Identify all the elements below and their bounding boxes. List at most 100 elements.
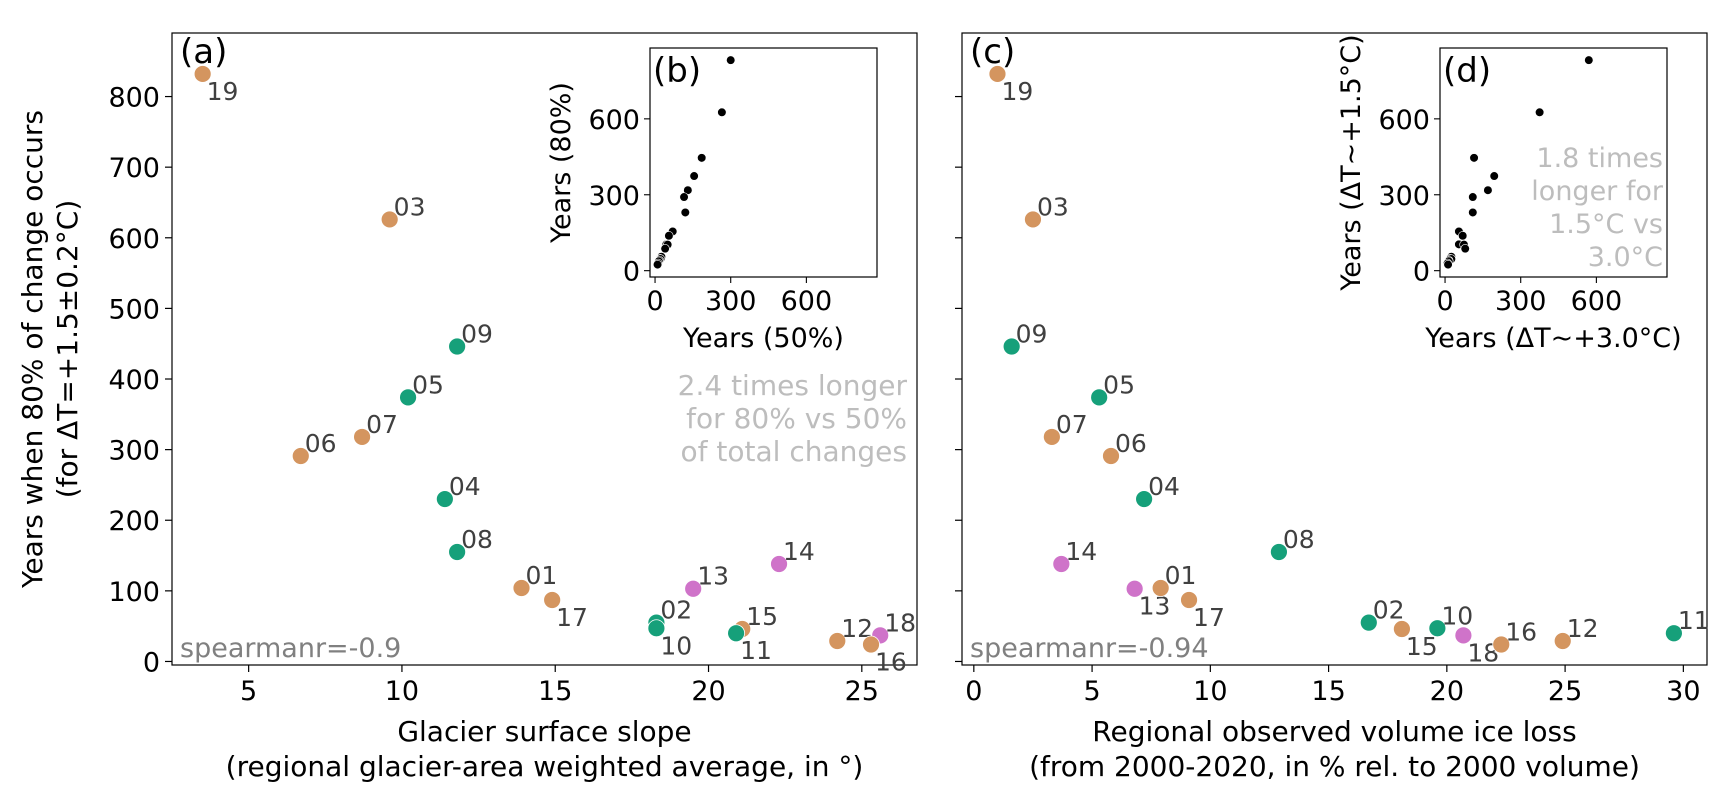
point-label-13: 13 — [697, 562, 729, 591]
point-region-07 — [353, 428, 371, 446]
inset-annotation-text: 3.0°C — [1588, 242, 1663, 273]
inset-point — [1489, 171, 1499, 181]
y-tick-label: 400 — [108, 365, 160, 396]
x-tick-label: 25 — [1548, 676, 1582, 707]
y-tick-label: 300 — [108, 436, 160, 467]
inset-annotation-text: 1.8 times — [1536, 143, 1663, 174]
inset-annotation-text: longer for — [1531, 176, 1664, 207]
inset-panel-label: (b) — [653, 51, 701, 91]
inset-d: 0 300 600 0 300 600 (d) Years (ΔT~+3.0°C) Years … — [1336, 34, 1682, 354]
point-label-07: 07 — [1056, 410, 1088, 439]
point-region-16 — [1492, 635, 1511, 654]
spearman-stat: spearmanr=-0.94 — [970, 633, 1209, 664]
x-tick-label: 30 — [1666, 676, 1700, 707]
x-tick-label: 20 — [691, 676, 725, 707]
point-region-09 — [448, 337, 467, 356]
y-tick-label: 100 — [108, 577, 160, 608]
point-label-19: 19 — [207, 77, 239, 106]
point-label-09: 09 — [1016, 320, 1048, 349]
inset-b: 0 300 600 0 300 600 (b) Years (50%) Years (80%) — [546, 47, 878, 354]
point-label-01: 01 — [526, 561, 558, 590]
x-tick-label: 10 — [1193, 676, 1227, 707]
point-region-13 — [1125, 579, 1144, 598]
x-tick-label: 15 — [1311, 676, 1345, 707]
point-region-03 — [1024, 210, 1042, 229]
point-region-10 — [647, 619, 666, 638]
point-label-03: 03 — [394, 192, 426, 221]
point-region-04 — [435, 490, 454, 508]
inset-point — [1458, 231, 1468, 241]
inset-point — [1468, 207, 1478, 218]
x-tick-label: 10 — [385, 676, 419, 707]
x-tick-label: 5 — [240, 676, 257, 707]
point-label-05: 05 — [1103, 370, 1135, 399]
y-axis-label-sub: (for ΔT=+1.5±0.2°C) — [51, 200, 84, 499]
point-label-10: 10 — [1441, 601, 1473, 630]
inset-point — [717, 107, 727, 117]
x-tick-label: 0 — [965, 676, 982, 707]
inset-point — [726, 55, 736, 65]
point-region-12 — [828, 632, 847, 650]
point-region-05 — [399, 388, 417, 407]
inset-point — [680, 207, 690, 218]
y-tick-label: 800 — [108, 83, 160, 114]
point-label-19: 19 — [1001, 77, 1033, 106]
point-label-14: 14 — [1065, 537, 1097, 566]
inset-x-tick-label: 0 — [1436, 286, 1453, 317]
annotation-text: 2.4 times longer — [678, 369, 908, 402]
point-label-03: 03 — [1037, 192, 1069, 221]
inset-x-tick-label: 300 — [705, 286, 757, 317]
point-region-11 — [727, 624, 746, 643]
inset-point — [697, 153, 707, 163]
annotation-text: of total changes — [681, 435, 907, 468]
x-tick-label: 5 — [1083, 676, 1100, 707]
inset-panel-label: (d) — [1443, 51, 1491, 91]
inset-y-axis-label: Years (ΔT~+1.5°C) — [1336, 34, 1367, 291]
inset-point — [1468, 192, 1478, 202]
point-label-17: 17 — [1193, 603, 1225, 632]
point-region-18 — [1454, 626, 1473, 645]
point-label-11: 11 — [1678, 606, 1710, 635]
inset-x-tick-label: 600 — [781, 286, 833, 317]
x-axis-label: Regional observed volume ice loss — [1092, 715, 1576, 748]
point-label-08: 08 — [1283, 525, 1315, 554]
inset-point — [1460, 244, 1470, 254]
inset-point — [664, 231, 674, 241]
inset-x-axis-label: Years (ΔT~+3.0°C) — [1424, 323, 1681, 354]
inset-x-tick-label: 300 — [1495, 286, 1547, 317]
point-region-12 — [1553, 632, 1572, 650]
point-region-09 — [1002, 337, 1021, 356]
inset-point — [689, 171, 699, 181]
x-tick-label: 15 — [538, 676, 572, 707]
inset-frame — [1439, 47, 1668, 278]
point-region-19 — [988, 65, 1007, 83]
panel-a: 5 10 15 20 250100200300400500600700800(a)Gla… — [16, 32, 918, 783]
point-region-02 — [1359, 613, 1378, 632]
point-label-06: 06 — [305, 429, 337, 458]
plot-frame — [961, 32, 1708, 666]
point-region-01 — [512, 579, 531, 597]
y-tick-label: 0 — [143, 647, 160, 678]
y-tick-label: 700 — [108, 153, 160, 184]
point-label-08: 08 — [461, 525, 493, 554]
point-label-07: 07 — [366, 410, 398, 439]
point-label-14: 14 — [783, 537, 815, 566]
point-label-10: 10 — [660, 631, 692, 660]
point-label-16: 16 — [1505, 618, 1537, 647]
point-label-04: 04 — [449, 472, 481, 501]
point-label-01: 01 — [1165, 561, 1197, 590]
x-tick-label: 25 — [845, 676, 879, 707]
panel-label: (c) — [970, 32, 1015, 72]
y-tick-label: 500 — [108, 294, 160, 325]
x-tick-label: 20 — [1430, 676, 1464, 707]
annotation-text: for 80% vs 50% — [686, 402, 907, 435]
inset-y-tick-label: 0 — [1413, 257, 1430, 288]
inset-y-tick-label: 0 — [623, 257, 640, 288]
y-axis-label: Years when 80% of change occurs — [16, 110, 49, 589]
point-region-14 — [1052, 555, 1071, 573]
inset-y-tick-label: 600 — [1378, 105, 1430, 136]
point-region-03 — [380, 210, 399, 229]
point-region-07 — [1042, 428, 1061, 446]
inset-point — [1584, 55, 1594, 65]
point-region-11 — [1664, 624, 1683, 643]
